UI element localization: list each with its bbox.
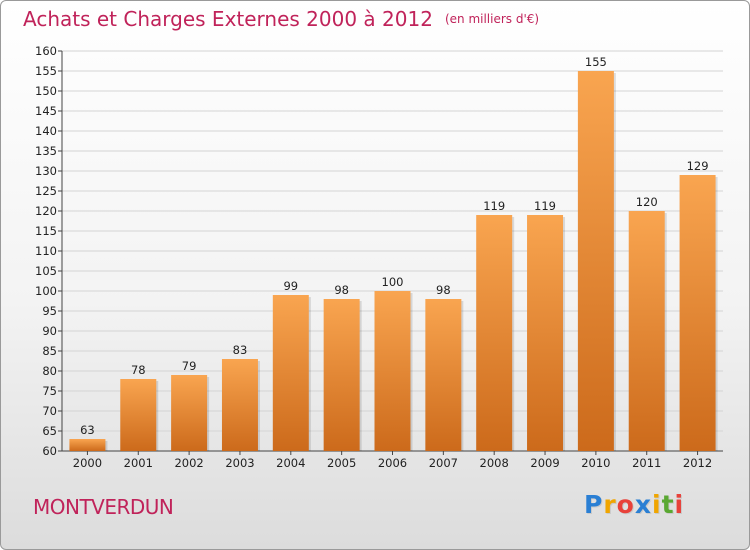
logo-letter: i	[674, 490, 685, 519]
y-tick-label: 100	[35, 284, 57, 298]
x-tick-label: 2002	[174, 456, 203, 470]
y-tick-label: 120	[35, 204, 57, 218]
bar	[171, 375, 208, 451]
data-label: 83	[233, 343, 248, 357]
bar	[323, 299, 360, 451]
logo-letter: o	[616, 490, 635, 519]
bar	[374, 291, 411, 451]
data-label: 79	[182, 359, 197, 373]
data-label: 63	[80, 423, 95, 437]
y-tick-label: 125	[35, 184, 57, 198]
proxiti-logo: Proxiti	[584, 490, 684, 519]
x-tick-label: 2003	[225, 456, 254, 470]
x-tick-label: 2006	[378, 456, 407, 470]
y-tick-label: 75	[42, 384, 57, 398]
y-tick-label: 95	[42, 304, 57, 318]
x-tick-label: 2010	[581, 456, 610, 470]
bar	[628, 211, 665, 451]
y-tick-label: 115	[35, 224, 57, 238]
bar	[679, 175, 716, 451]
data-label: 155	[585, 55, 607, 69]
y-axis-ticks: 60 65 70 75 80 85 90 95 100 105 110 115 120 125 130 135…	[35, 44, 62, 458]
logo-letter: t	[661, 490, 675, 519]
logo-letter: P	[584, 490, 604, 519]
y-tick-label: 105	[35, 264, 57, 278]
data-label: 119	[534, 199, 556, 213]
x-tick-label: 2008	[480, 456, 509, 470]
y-tick-label: 150	[35, 84, 57, 98]
y-tick-label: 60	[42, 444, 57, 458]
bar	[69, 439, 106, 451]
y-tick-label: 85	[42, 344, 57, 358]
x-tick-label: 2004	[276, 456, 305, 470]
y-tick-label: 135	[35, 144, 57, 158]
y-tick-label: 65	[42, 424, 57, 438]
y-tick-label: 130	[35, 164, 57, 178]
data-label: 119	[483, 199, 505, 213]
x-tick-label: 2007	[429, 456, 458, 470]
y-tick-label: 145	[35, 104, 57, 118]
data-label: 98	[436, 283, 451, 297]
logo-letter: x	[634, 490, 652, 519]
data-label: 78	[131, 363, 146, 377]
chart-title: Achats et Charges Externes 2000 à 2012 (e…	[23, 7, 539, 31]
x-tick-label: 2011	[632, 456, 661, 470]
y-tick-label: 90	[42, 324, 57, 338]
x-axis-ticks: 2000 2001 2002 2003 2004 2005 2006 2007 2008 2009…	[73, 451, 712, 470]
y-tick-label: 70	[42, 404, 57, 418]
bars	[69, 71, 718, 451]
x-tick-label: 2000	[73, 456, 102, 470]
y-tick-label: 80	[42, 364, 57, 378]
subtitle-text: (en milliers d'€)	[444, 12, 540, 26]
bar	[272, 295, 309, 451]
data-labels: 63 78 79 83 99 98 100 98 119 119 155 120 129	[80, 55, 708, 437]
data-label: 120	[636, 195, 658, 209]
title-text: Achats et Charges Externes 2000 à 2012	[23, 7, 433, 31]
logo-letter: i	[652, 490, 662, 519]
logo-letter: r	[603, 490, 617, 519]
x-tick-label: 2001	[124, 456, 153, 470]
bar	[476, 215, 513, 451]
x-tick-label: 2009	[530, 456, 559, 470]
bar	[577, 71, 614, 451]
y-tick-label: 140	[35, 124, 57, 138]
data-label: 100	[382, 275, 404, 289]
bar	[425, 299, 462, 451]
y-tick-label: 155	[35, 64, 57, 78]
y-tick-label: 160	[35, 44, 57, 58]
bar	[527, 215, 564, 451]
bar	[221, 359, 258, 451]
data-label: 99	[283, 279, 298, 293]
data-label: 98	[334, 283, 349, 297]
x-tick-label: 2012	[683, 456, 712, 470]
bar	[120, 379, 157, 451]
y-tick-label: 110	[35, 244, 57, 258]
data-label: 129	[687, 159, 709, 173]
commune-name: MONTVERDUN	[33, 495, 174, 519]
x-tick-label: 2005	[327, 456, 356, 470]
